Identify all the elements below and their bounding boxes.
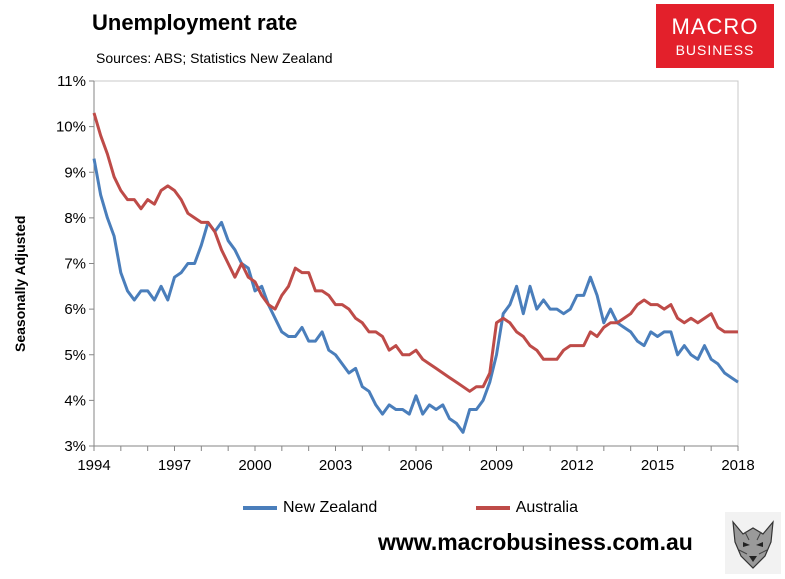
- plot-area: [93, 80, 739, 447]
- macrobusiness-logo: MACRO BUSINESS: [656, 4, 774, 68]
- series-line-australia: [92, 112, 738, 393]
- website-url[interactable]: www.macrobusiness.com.au: [378, 529, 693, 555]
- x-tick-label: 2018: [721, 457, 754, 474]
- logo-line-2: BUSINESS: [675, 42, 755, 58]
- chart-title: Unemployment rate: [92, 10, 298, 35]
- chart-subtitle: Sources: ABS; Statistics New Zealand: [96, 50, 333, 66]
- series-line-new-zealand: [92, 158, 739, 434]
- x-tick-label: 2006: [399, 457, 432, 474]
- y-tick-label: 10%: [56, 119, 86, 136]
- legend-label-new-zealand: New Zealand: [283, 499, 378, 516]
- x-tick-label: 2012: [560, 457, 593, 474]
- y-tick-label: 8%: [64, 210, 86, 227]
- legend-swatch-australia: [475, 506, 510, 510]
- legend-label-australia: Australia: [515, 499, 578, 516]
- x-tick-label: 2000: [238, 457, 271, 474]
- y-tick-label: 5%: [64, 347, 86, 364]
- logo-line-1: MACRO: [671, 14, 759, 39]
- legend-item-australia: Australia: [475, 499, 578, 517]
- x-tick-label: 1997: [158, 457, 191, 474]
- x-tick-label: 1994: [77, 457, 110, 474]
- legend-item-new-zealand: New Zealand: [243, 499, 377, 517]
- x-tick-label: 2003: [319, 457, 352, 474]
- y-tick-label: 3%: [64, 438, 86, 455]
- legend-swatch-new-zealand: [243, 506, 277, 510]
- y-tick-label: 4%: [64, 392, 86, 409]
- y-tick-label: 6%: [64, 301, 86, 318]
- y-axis-label: Seasonally Adjusted: [12, 215, 28, 352]
- y-tick-label: 11%: [57, 73, 86, 90]
- x-tick-label: 2009: [480, 457, 513, 474]
- x-tick-label: 2015: [641, 457, 674, 474]
- wolf-icon: [725, 512, 781, 574]
- y-tick-label: 9%: [64, 164, 86, 181]
- y-tick-label: 7%: [64, 256, 86, 273]
- legend: New Zealand Australia: [243, 497, 672, 517]
